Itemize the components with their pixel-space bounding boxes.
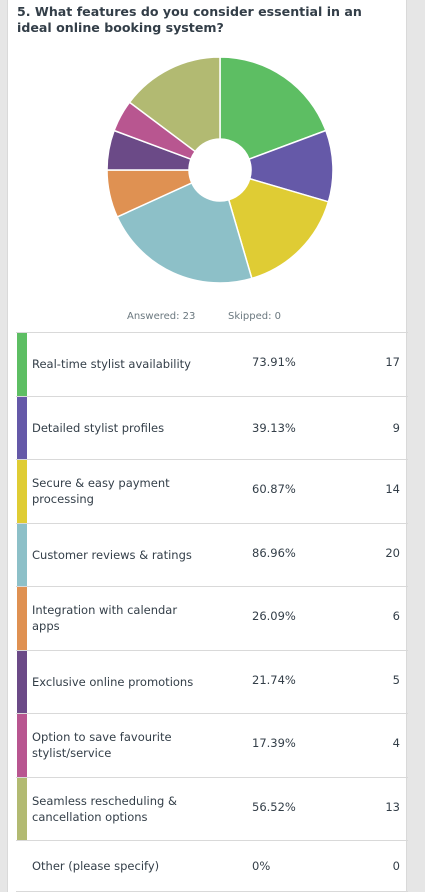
skipped-count: Skipped: 0	[228, 311, 282, 322]
question-card: 5. What features do you consider essenti…	[7, 0, 408, 892]
answer-label: Real-time stylist availability	[32, 357, 191, 372]
answer-percent: 17.39%	[252, 736, 296, 750]
answer-count: 14	[385, 482, 400, 496]
answer-count: 5	[392, 672, 400, 687]
answer-percent: 73.91%	[252, 355, 296, 369]
answer-count: 17	[385, 355, 400, 369]
response-summary: Answered: 23 Skipped: 0	[8, 311, 408, 325]
legend-swatch	[17, 714, 27, 777]
answer-row: Integration with calendar apps 26.09% 6	[16, 587, 408, 651]
legend-swatch	[17, 777, 27, 840]
answer-label: Detailed stylist profiles	[32, 420, 165, 435]
pie-slice	[227, 177, 330, 280]
legend-swatch	[17, 333, 27, 396]
answer-count: 4	[392, 736, 400, 750]
answer-row: Detailed stylist profiles 39.13% 9	[16, 396, 408, 460]
answered-count: Answered: 23	[127, 311, 196, 322]
answer-table: Real-time stylist availability 73.91% 17…	[16, 332, 408, 892]
question-title: 5. What features do you consider essenti…	[17, 4, 362, 35]
answer-percent: 86.96%	[252, 545, 296, 560]
answer-row: Real-time stylist availability 73.91% 17	[16, 333, 408, 397]
answer-label: Other (please specify)	[32, 859, 160, 873]
answer-count: 20	[385, 545, 400, 560]
legend-swatch	[17, 396, 27, 459]
answer-label: Exclusive online promotions	[32, 674, 194, 689]
legend-swatch	[17, 460, 27, 523]
answer-count: 13	[385, 799, 400, 814]
answer-row: Customer reviews & ratings 86.96% 20	[16, 523, 408, 587]
answer-row: Seamless rescheduling & cancellation opt…	[16, 777, 408, 841]
legend-swatch	[17, 587, 27, 650]
answer-percent: 21.74%	[252, 672, 296, 687]
answer-row: Exclusive online promotions 21.74% 5	[16, 650, 408, 714]
answer-percent: 56.52%	[252, 799, 296, 814]
legend-swatch	[17, 650, 27, 713]
answer-percent: 0%	[252, 859, 271, 873]
answer-label: Integration with calendar apps	[32, 603, 178, 634]
answer-row: Other (please specify) 0% 0	[16, 841, 408, 892]
answer-count: 6	[392, 609, 400, 623]
answer-row: Secure & easy payment processing 60.87% …	[16, 460, 408, 524]
pie-slice	[128, 56, 221, 153]
answer-percent: 60.87%	[252, 482, 296, 496]
donut-chart	[106, 56, 334, 284]
answer-label: Secure & easy payment processing	[32, 476, 170, 507]
answer-count: 0	[392, 859, 400, 873]
pie-slice	[116, 181, 253, 284]
answer-label: Option to save favourite stylist/service	[32, 730, 172, 761]
answer-percent: 26.09%	[252, 609, 296, 623]
answer-percent: 39.13%	[252, 420, 296, 435]
pie-slice	[219, 56, 327, 161]
legend-swatch	[17, 523, 27, 586]
answer-row: Option to save favourite stylist/service…	[16, 714, 408, 778]
answer-count: 9	[392, 420, 400, 435]
answer-label: Seamless rescheduling & cancellation opt…	[32, 793, 177, 824]
answer-label: Customer reviews & ratings	[32, 547, 192, 562]
